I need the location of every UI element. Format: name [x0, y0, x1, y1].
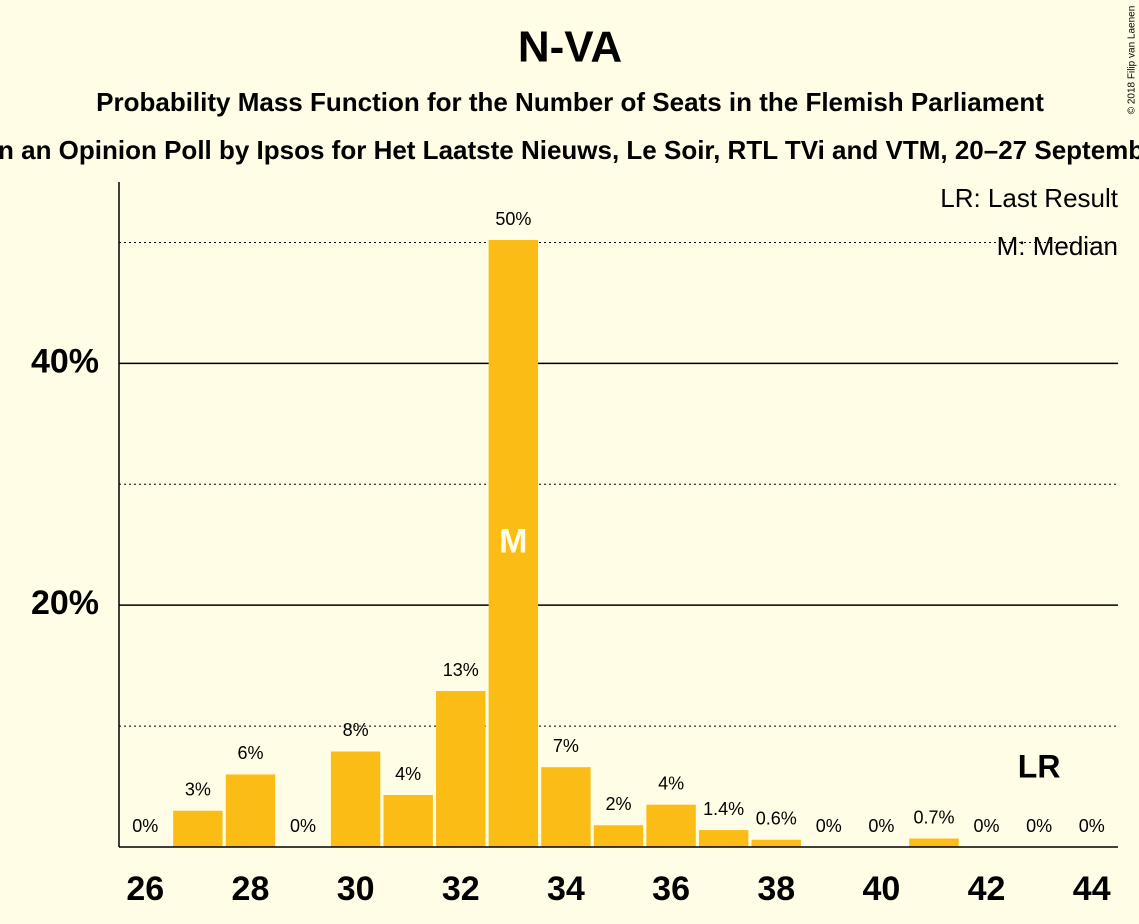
- value-label: 4%: [395, 764, 421, 784]
- chart-title: N-VA: [518, 23, 622, 72]
- bar: [173, 810, 223, 847]
- x-tick-label: 32: [442, 870, 480, 908]
- value-label: 7%: [553, 736, 579, 756]
- chart-subtitle: Probability Mass Function for the Number…: [96, 87, 1044, 117]
- value-label: 0%: [1079, 816, 1105, 836]
- bar: [225, 774, 276, 847]
- x-tick-label: 26: [126, 870, 164, 908]
- bar: [488, 240, 539, 847]
- value-label: 0.6%: [756, 808, 797, 828]
- last-result-marker: LR: [1018, 748, 1061, 784]
- bar: [383, 795, 433, 847]
- y-tick-label: 20%: [31, 584, 99, 622]
- value-label: 6%: [237, 743, 263, 763]
- chart-subtitle: n an Opinion Poll by Ipsos for Het Laats…: [0, 135, 1139, 165]
- bar: [330, 751, 381, 847]
- value-label: 50%: [495, 209, 531, 229]
- value-label: 2%: [605, 794, 631, 814]
- x-tick-label: 38: [757, 870, 795, 908]
- bar: [436, 691, 486, 847]
- median-marker: M: [499, 523, 527, 561]
- value-label: 13%: [443, 660, 479, 680]
- legend-entry: M: Median: [997, 231, 1118, 261]
- y-tick-label: 40%: [31, 342, 99, 380]
- bar: [698, 830, 749, 847]
- bar: [593, 825, 644, 847]
- x-tick-label: 28: [232, 870, 270, 908]
- value-label: 0%: [816, 816, 842, 836]
- value-label: 0%: [132, 816, 158, 836]
- value-label: 0%: [1026, 816, 1052, 836]
- x-tick-label: 44: [1073, 870, 1111, 908]
- value-label: 8%: [343, 720, 369, 740]
- bar: [646, 804, 696, 847]
- value-label: 0%: [868, 816, 894, 836]
- x-tick-label: 42: [968, 870, 1006, 908]
- x-tick-label: 34: [547, 870, 585, 908]
- value-label: 1.4%: [703, 799, 744, 819]
- value-label: 4%: [658, 773, 684, 793]
- legend-entry: LR: Last Result: [940, 183, 1119, 213]
- bar: [751, 839, 801, 847]
- value-label: 3%: [185, 779, 211, 799]
- value-label: 0%: [974, 816, 1000, 836]
- value-label: 0.7%: [913, 807, 954, 827]
- bar: [541, 767, 591, 847]
- x-tick-label: 36: [652, 870, 690, 908]
- x-tick-label: 30: [337, 870, 375, 908]
- value-label: 0%: [290, 816, 316, 836]
- bar: [909, 838, 959, 847]
- x-tick-label: 40: [862, 870, 900, 908]
- copyright: © 2018 Filip van Laenen: [1127, 6, 1138, 115]
